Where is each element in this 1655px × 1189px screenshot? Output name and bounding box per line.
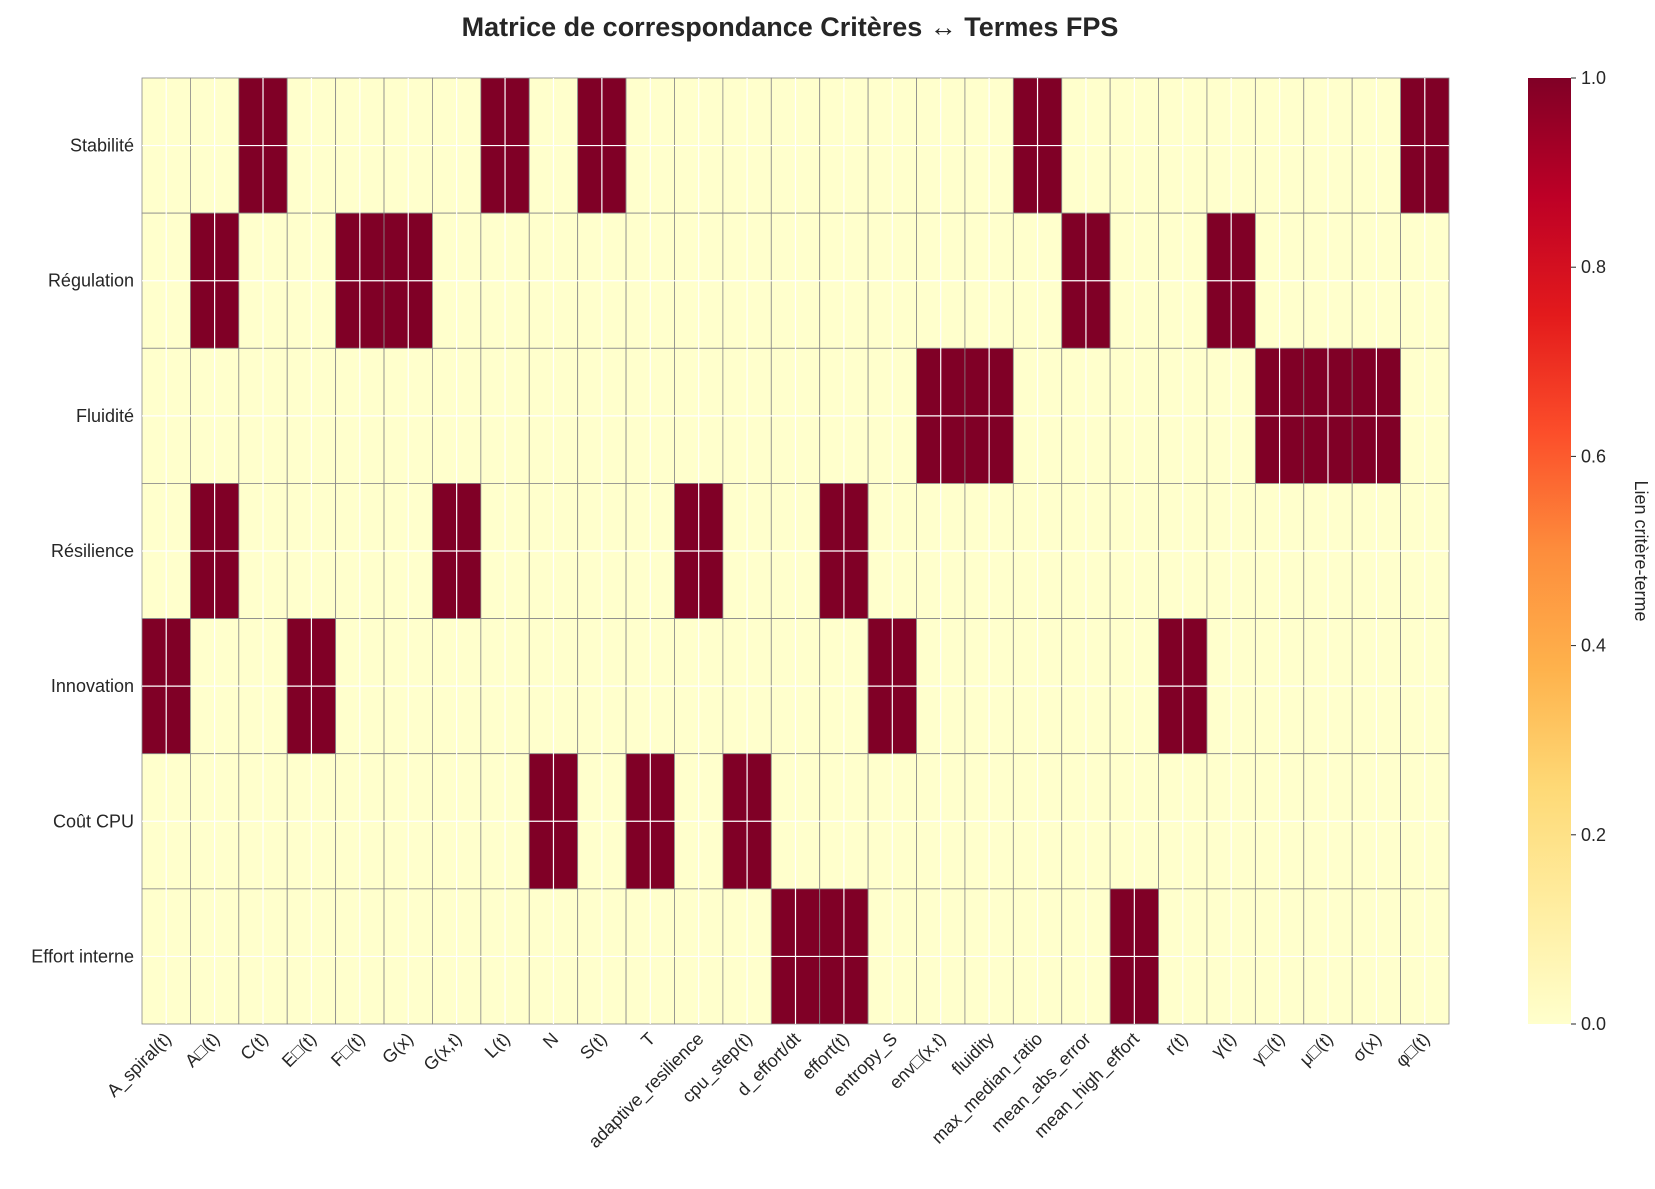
row-label: Résilience xyxy=(51,541,134,561)
row-labels: Stabilité Régulation Fluidité Résilience Inn… xyxy=(31,136,134,967)
colorbar-label: Lien critère-terme xyxy=(1631,480,1651,621)
colorbar-tick-label: 0.8 xyxy=(1581,257,1606,277)
colorbar-tick-label: 0.2 xyxy=(1581,825,1606,845)
column-label: μ□(t) xyxy=(1296,1029,1337,1070)
column-label: r(t) xyxy=(1161,1029,1191,1059)
column-label: G(x,t) xyxy=(420,1029,466,1075)
heatmap-gridlines xyxy=(142,78,1449,1024)
colorbar-ticks: 0.0 0.2 0.4 0.6 0.8 1.0 xyxy=(1571,68,1606,1034)
row-label: Effort interne xyxy=(31,946,134,966)
column-label: G(x) xyxy=(378,1029,417,1068)
column-label: γ□(t) xyxy=(1248,1029,1288,1069)
colorbar-tick-label: 0.0 xyxy=(1581,1014,1606,1034)
column-label: σ(x) xyxy=(1348,1029,1385,1066)
column-label: L(t) xyxy=(481,1029,514,1062)
column-label: C(t) xyxy=(236,1029,271,1064)
colorbar: 0.0 0.2 0.4 0.6 0.8 1.0 Lien critère-terme xyxy=(1528,68,1651,1034)
colorbar-tick-label: 0.4 xyxy=(1581,636,1606,656)
chart-title: Matrice de correspondance Critères ↔ Ter… xyxy=(462,12,1119,42)
row-label: Stabilité xyxy=(70,136,134,156)
colorbar-gradient xyxy=(1528,78,1571,1024)
column-label: A□(t) xyxy=(181,1029,223,1071)
row-label: Régulation xyxy=(48,271,134,291)
colorbar-tick-label: 1.0 xyxy=(1581,68,1606,88)
column-label: N xyxy=(539,1029,562,1052)
column-label: φ□(t) xyxy=(1392,1029,1434,1071)
column-label: A_spiral(t) xyxy=(103,1029,176,1102)
column-labels: A_spiral(t) A□(t) C(t) E□(t) F□(t) G(x) G(x,t)… xyxy=(103,1029,1434,1153)
column-label: E□(t) xyxy=(278,1029,320,1071)
colorbar-tick-label: 0.6 xyxy=(1581,446,1606,466)
row-label: Innovation xyxy=(51,676,134,696)
column-label: S(t) xyxy=(576,1029,611,1064)
row-label: Fluidité xyxy=(76,406,134,426)
column-label: γ(t) xyxy=(1207,1029,1240,1062)
column-label: F□(t) xyxy=(327,1029,369,1071)
column-label: T xyxy=(637,1029,659,1051)
row-label: Coût CPU xyxy=(53,811,134,831)
